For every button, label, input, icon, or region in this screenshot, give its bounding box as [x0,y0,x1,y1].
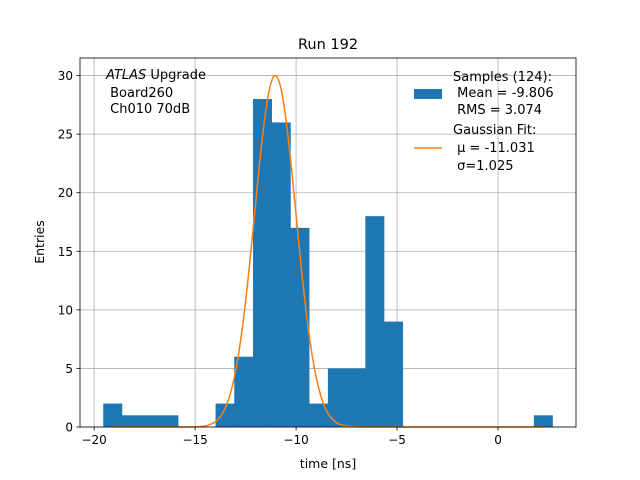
histogram-bar [327,368,347,427]
histogram-bar [234,356,254,427]
histogram-bar [533,415,553,427]
histogram-bar [140,415,160,427]
histogram-bar [271,122,291,427]
chart-title: Run 192 [298,37,358,53]
histogram-bar [121,415,141,427]
y-tick-label: 30 [58,69,73,83]
channel-label: Ch010 70dB [106,102,190,117]
annotation: ATLAS Upgrade Board260 Ch010 70dB [105,68,206,117]
histogram-bar [159,415,179,427]
y-tick-label: 15 [58,245,73,259]
y-tick-label: 0 [65,421,73,435]
x-tick-label: −5 [388,433,406,447]
legend-samples-swatch [414,89,442,99]
legend-gauss-sigma: σ=1.025 [453,159,513,174]
histogram-bar [103,403,123,427]
legend: Samples (124): Mean = -9.806 RMS = 3.074… [414,70,554,174]
legend-samples-title: Samples (124): [453,70,552,85]
histogram-bars [103,99,553,427]
svg-text:ATLAS Upgrade: ATLAS Upgrade [105,68,206,83]
x-tick-label: −10 [283,433,308,447]
x-axis-label: time [ns] [300,456,356,471]
histogram-bar [290,227,310,427]
x-tick-label: 0 [494,433,502,447]
legend-samples-mean: Mean = -9.806 [453,86,554,101]
legend-gauss-mu: μ = -11.031 [453,141,535,156]
y-tick-label: 20 [58,186,73,200]
histogram-bar [365,216,385,427]
y-tick-label: 25 [58,128,73,142]
legend-samples-rms: RMS = 3.074 [453,103,542,118]
axis-ticks: −20 −15 −10 −5 0 0 5 10 15 20 25 30 [58,69,502,447]
histogram-bar [384,321,404,427]
legend-gauss-title: Gaussian Fit: [453,123,536,138]
board-label: Board260 [106,86,173,101]
histogram-bar [215,403,235,427]
y-tick-label: 5 [65,362,73,376]
upgrade-label: Upgrade [146,68,206,83]
y-axis-label: Entries [32,220,47,264]
histogram-bar [346,368,366,427]
histogram-bar [252,99,273,427]
atlas-label: ATLAS [105,68,146,83]
y-tick-label: 10 [58,303,73,317]
histogram-bar [309,403,329,427]
x-tick-label: −20 [81,433,106,447]
plot-frame [79,57,577,428]
x-tick-label: −15 [182,433,207,447]
